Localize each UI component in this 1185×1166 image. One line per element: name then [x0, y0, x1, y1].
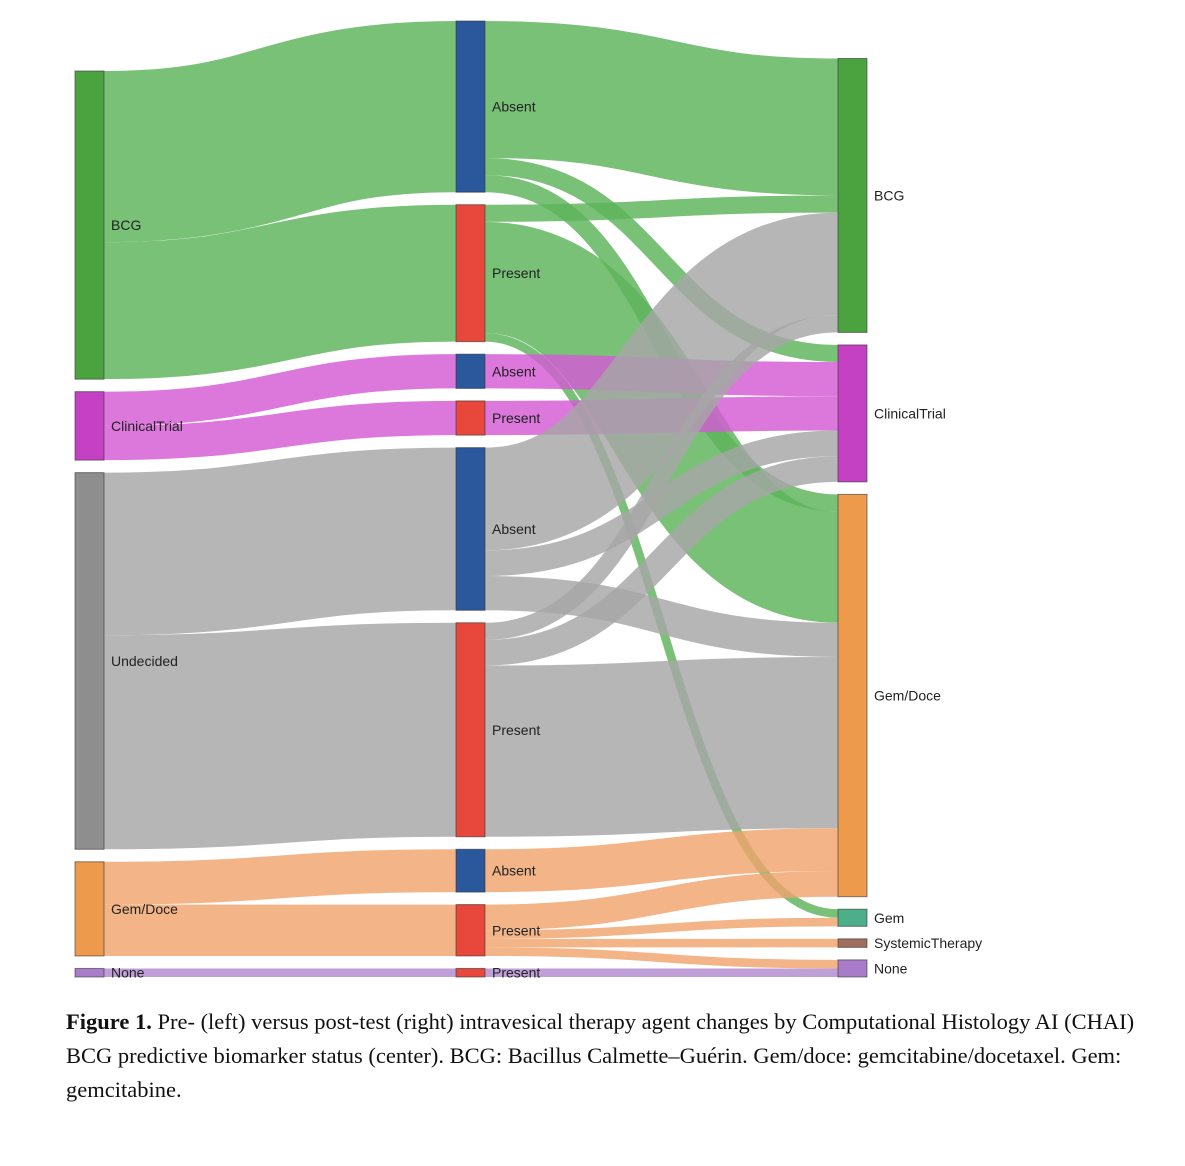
figure-label: Figure 1.: [66, 1009, 152, 1034]
node-label: ClinicalTrial: [874, 405, 946, 421]
flow-link: [103, 849, 457, 905]
node-label: Present: [492, 722, 540, 738]
node-label: Gem: [874, 910, 904, 926]
node-bar: [837, 493, 868, 898]
node-bar: [74, 391, 105, 461]
node-bar: [837, 58, 868, 333]
node-bar: [455, 447, 486, 611]
flow-link: [103, 354, 457, 426]
node-label: Gem/Doce: [111, 901, 178, 917]
node-bar: [455, 622, 486, 838]
node-label: Absent: [492, 363, 536, 379]
node-bar: [74, 70, 105, 380]
flow-link: [484, 917, 839, 939]
flow-link: [484, 456, 839, 666]
flow-link: [484, 947, 839, 969]
node-label: BCG: [111, 217, 141, 233]
node-bar: [74, 861, 105, 957]
node-bar: [455, 400, 486, 436]
flow-link: [484, 315, 839, 640]
flow-link: [484, 576, 839, 658]
sankey-labels: BCG ClinicalTrial Undecided Gem/Doce None Abs…: [111, 99, 982, 981]
flow-link: [103, 400, 457, 461]
figure-caption: Figure 1. Pre- (left) versus post-test (…: [66, 1005, 1136, 1107]
node-label: Undecided: [111, 653, 178, 669]
node-label: Present: [492, 922, 540, 938]
node-label: None: [874, 960, 908, 976]
flow-link: [484, 828, 839, 893]
node-label: Gem/Doce: [874, 688, 941, 704]
node-label: Absent: [492, 863, 536, 879]
node-bar: [74, 967, 105, 978]
figure-caption-text: Pre- (left) versus post-test (right) int…: [66, 1009, 1135, 1102]
node-label: BCG: [874, 187, 904, 203]
node-label: SystemicTherapy: [874, 935, 982, 951]
node-bar: [455, 20, 486, 193]
node-bar: [837, 908, 868, 927]
flow-link: [482, 212, 841, 551]
node-bar: [455, 967, 486, 978]
sankey-nodes: [74, 20, 868, 978]
node-bar: [455, 353, 486, 389]
node-bar: [74, 472, 105, 850]
node-label: Absent: [492, 99, 536, 115]
node-label: Present: [492, 965, 540, 981]
sankey-diagram: BCG ClinicalTrial Undecided Gem/Doce None Abs…: [74, 20, 982, 981]
sankey-links: [103, 21, 842, 978]
flow-link: [484, 21, 839, 196]
node-bar: [837, 959, 868, 978]
node-bar: [455, 848, 486, 893]
node-label: Present: [492, 265, 540, 281]
flow-link: [484, 430, 839, 577]
node-bar: [837, 344, 868, 483]
flow-link: [103, 447, 457, 636]
node-label: None: [111, 965, 145, 981]
flow-link: [484, 195, 839, 222]
flow-link: [484, 871, 839, 931]
node-label: Absent: [492, 521, 536, 537]
node-bar: [455, 204, 486, 343]
flow-link: [103, 622, 457, 850]
flow-link: [484, 657, 839, 837]
node-label: ClinicalTrial: [111, 418, 183, 434]
node-label: Present: [492, 410, 540, 426]
node-bar: [455, 904, 486, 957]
flow-link: [103, 21, 457, 243]
flow-link: [103, 204, 457, 380]
node-bar: [837, 938, 868, 948]
